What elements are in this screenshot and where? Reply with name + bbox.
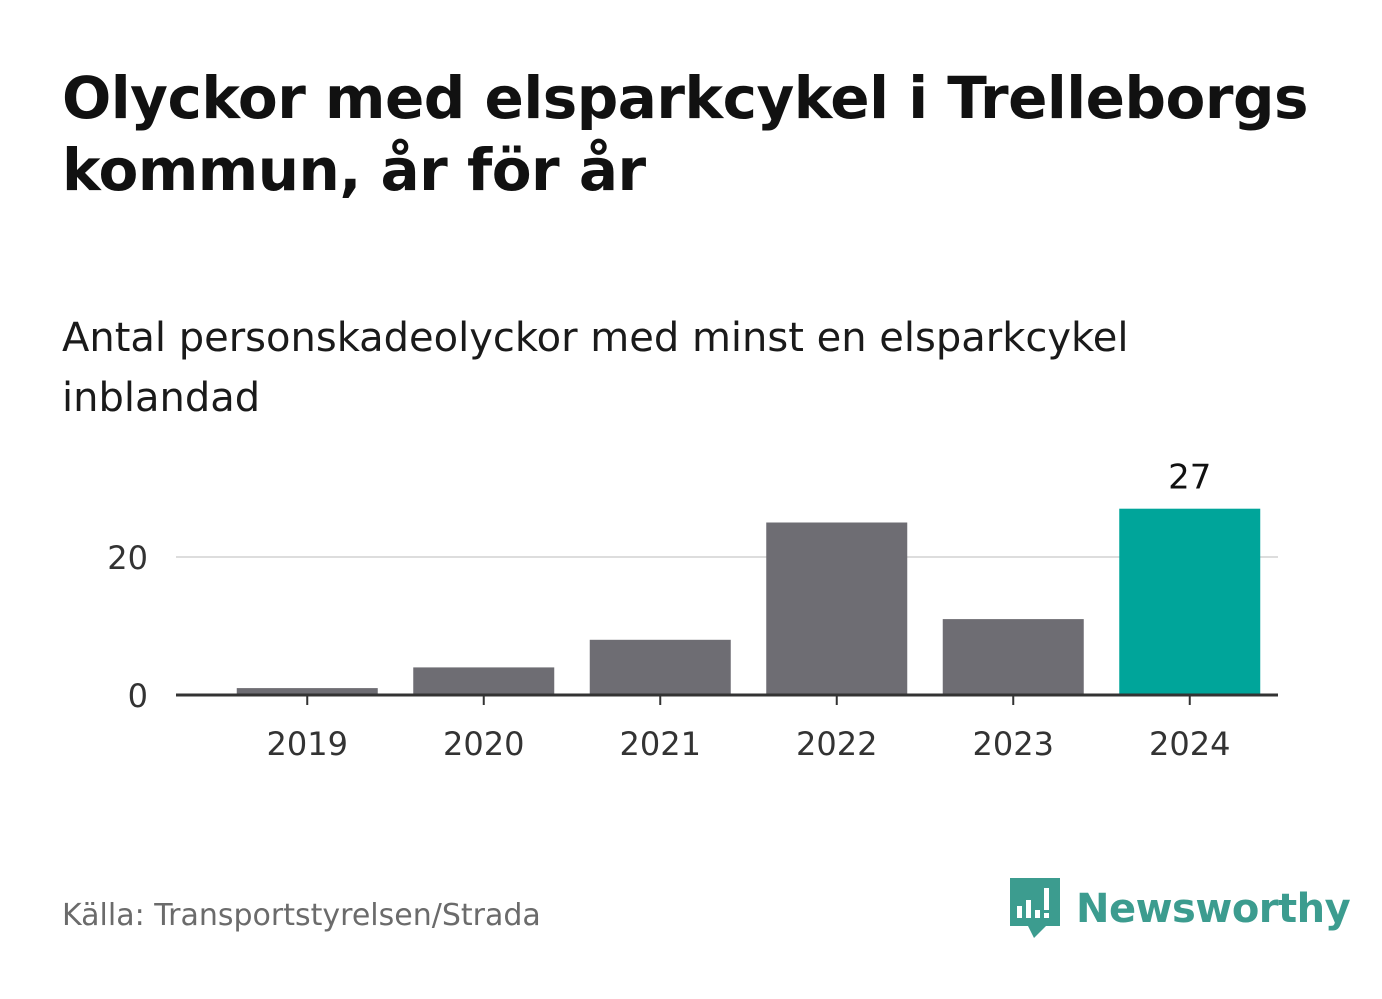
bar-2019 [236,688,378,695]
brand-name: Newsworthy [1076,886,1351,932]
data-label-2024: 27 [1168,458,1211,498]
bar-2024 [1119,508,1261,695]
bar-chart: 0 20 2019 2020 2021 2022 2023 2024 27 [107,458,1278,763]
y-tick-label-20: 20 [107,539,148,577]
chart-title: Olyckor med elsparkcykel i Trelleborgs k… [62,64,1309,204]
x-tick-label-2020: 2020 [443,725,524,763]
bar-2020 [413,667,555,695]
x-tick-label-2021: 2021 [620,725,701,763]
chart-subtitle: Antal personskadeolyckor med minst en el… [62,315,1129,421]
newsworthy-logo: Newsworthy [1010,878,1351,940]
y-tick-label-0: 0 [128,677,148,715]
source-note: Källa: Transportstyrelsen/Strada [62,898,541,933]
bar-2022 [766,522,908,695]
newsworthy-logo-icon [1010,878,1060,938]
bar-2023 [942,619,1084,695]
x-tick-label-2023: 2023 [973,725,1054,763]
bar-2021 [589,639,731,695]
x-tick-label-2022: 2022 [796,725,877,763]
x-tick-label-2024: 2024 [1149,725,1230,763]
x-tick-label-2019: 2019 [267,725,348,763]
